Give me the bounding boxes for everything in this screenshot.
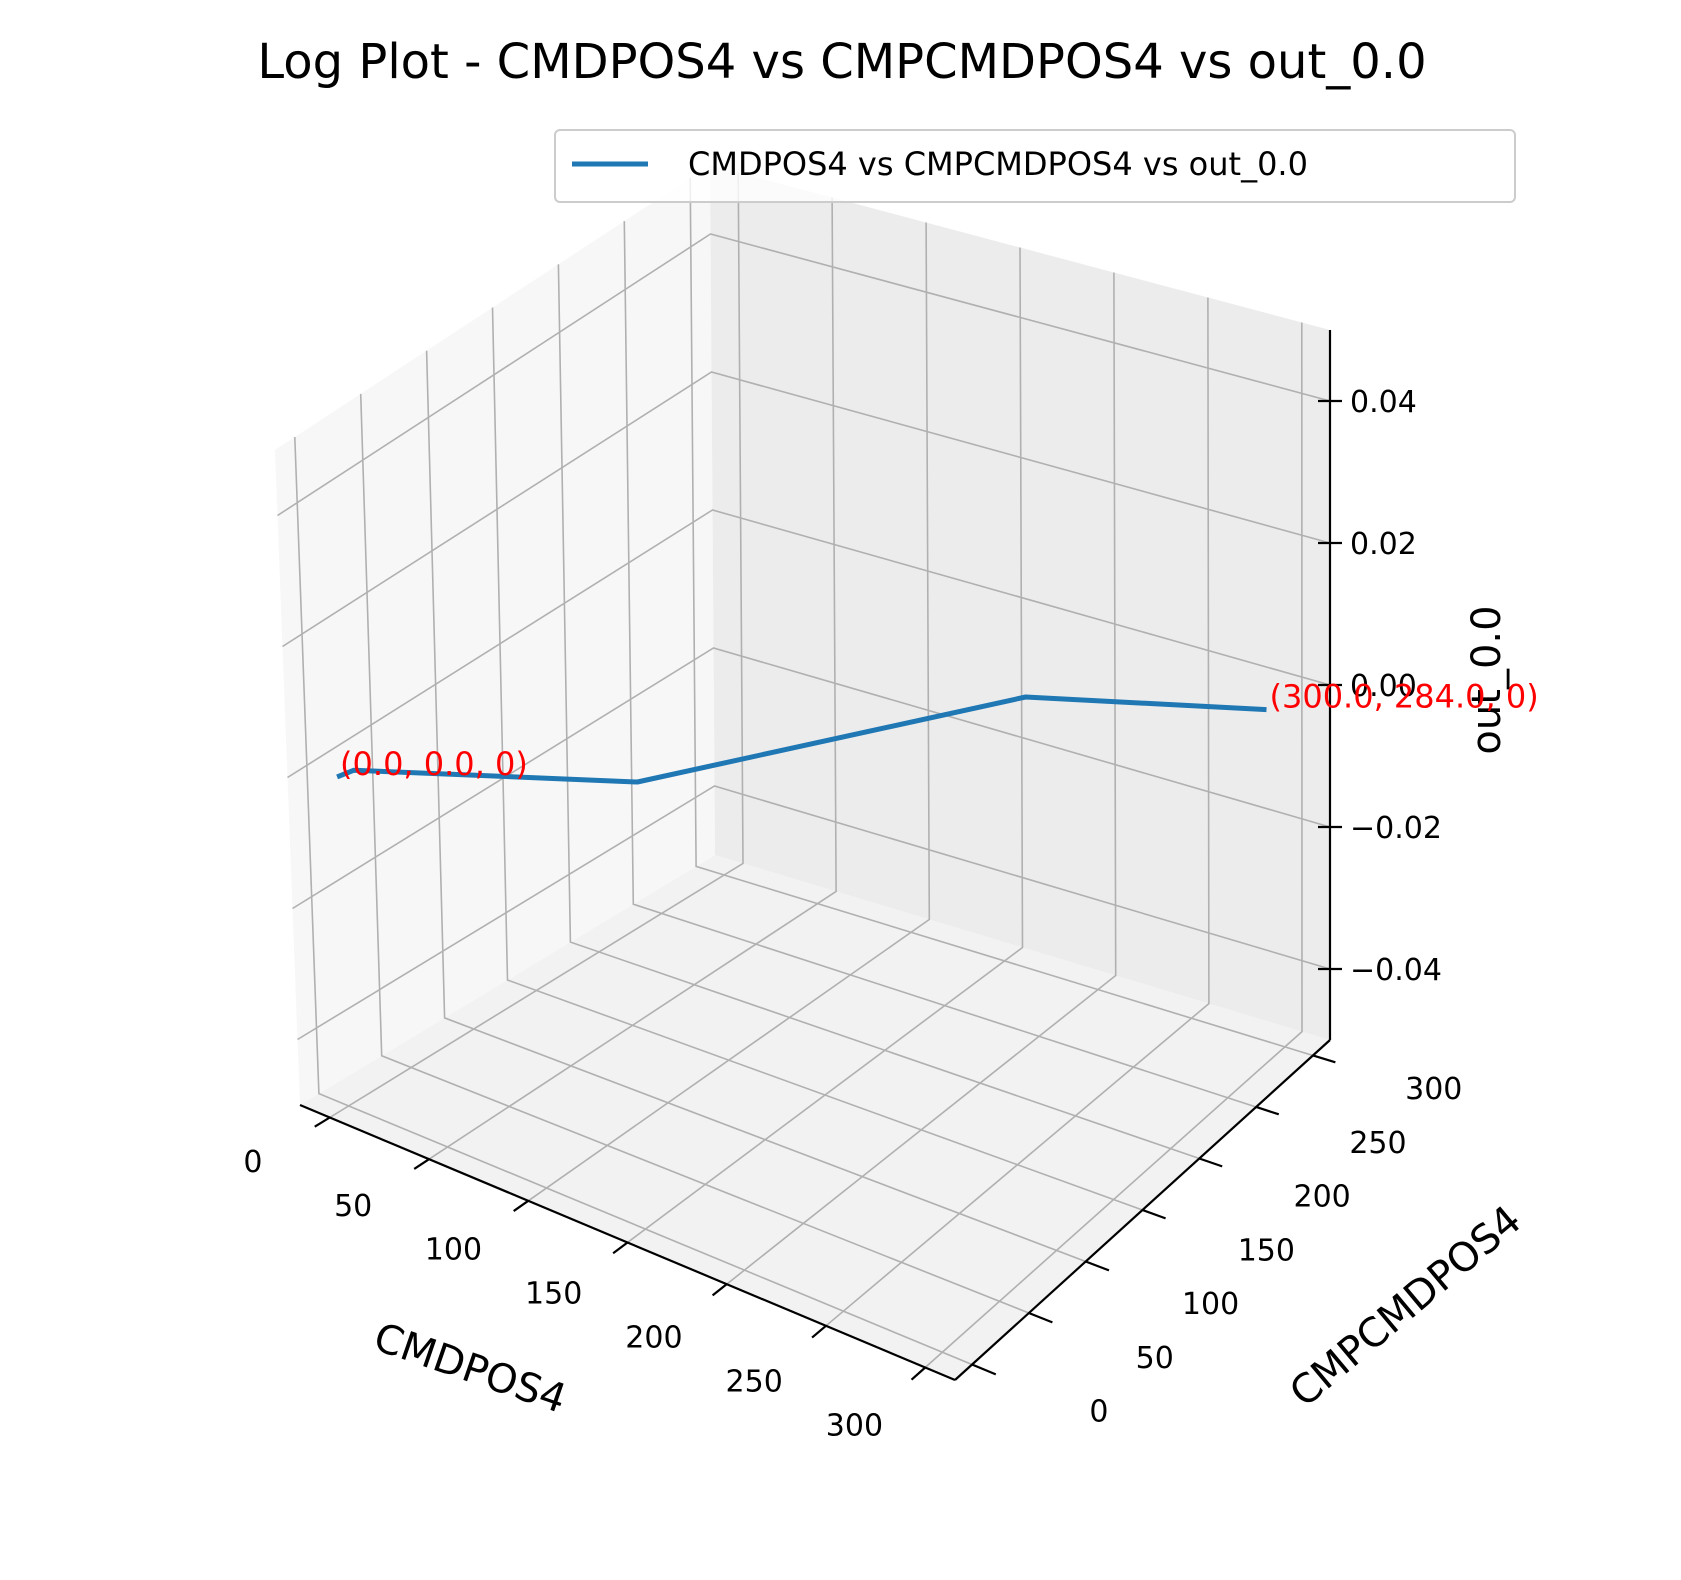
x-tick (910, 1366, 926, 1381)
x-tick-label: 250 (726, 1365, 783, 1400)
point-annotation: (300.0, 284.0, 0) (1269, 678, 1538, 716)
y-tick (1198, 1157, 1223, 1168)
x-tick-label: 100 (425, 1233, 482, 1268)
y-tick (1142, 1208, 1166, 1220)
grid-line-x (924, 322, 1303, 1369)
grid-line-z (292, 647, 1331, 910)
y-tick-label: 150 (1238, 1233, 1295, 1268)
point-annotation: (0.0, 0.0, 0) (340, 745, 528, 783)
grid-line-y (359, 393, 1030, 1314)
grid-line-x (527, 222, 931, 1202)
y-tick-label: 200 (1294, 1180, 1351, 1215)
x-tick-label: 300 (826, 1408, 883, 1443)
x-tick (612, 1241, 629, 1255)
x-tick (811, 1324, 827, 1339)
grid-line-y (425, 350, 1086, 1263)
y-tick-label: 0 (1089, 1395, 1108, 1430)
grid-line-z (297, 785, 1331, 1041)
grid-line-x (329, 172, 744, 1119)
y-tick (1028, 1312, 1053, 1324)
left-wall-pane (275, 165, 715, 1105)
x-tick-label: 0 (243, 1145, 262, 1180)
grid-line-x (726, 272, 1117, 1285)
y-tick (1085, 1260, 1110, 1272)
y-tick-label: 300 (1405, 1072, 1462, 1107)
grid-line-x (428, 197, 837, 1160)
x-tick (513, 1199, 529, 1212)
back-wall-pane (710, 165, 1330, 1040)
grid-line-z (287, 509, 1331, 779)
z-tick-label: 0.04 (1350, 385, 1417, 420)
z-tick-label: −0.04 (1350, 953, 1442, 988)
x-tick (711, 1283, 728, 1297)
y-tick (971, 1363, 997, 1376)
grid-line-y (689, 177, 1314, 1057)
x-tick-label: 150 (525, 1277, 582, 1312)
series-line (336, 694, 1267, 785)
x-tick-label: 200 (625, 1321, 682, 1356)
grid-line-y (294, 436, 973, 1366)
floor-pane (300, 855, 1330, 1380)
grid-line-y (623, 221, 1257, 1108)
y-tick-label: 250 (1349, 1126, 1406, 1161)
y-tick-label: 50 (1136, 1341, 1174, 1376)
z-tick-label: 0.00 (1350, 669, 1417, 704)
grid-line-x (825, 297, 1210, 1327)
x-tick-label: 50 (334, 1189, 372, 1224)
grid-line-y (557, 264, 1200, 1160)
grid-line-z (277, 233, 1331, 517)
grid-line-x (627, 247, 1024, 1244)
z-tick-label: 0.02 (1350, 527, 1417, 562)
grid-line-z (282, 371, 1331, 648)
grid-line-y (491, 307, 1143, 1211)
y-tick (1255, 1105, 1280, 1116)
legend-label: CMDPOS4 vs CMPCMDPOS4 vs out_0.0 (688, 145, 1308, 183)
legend: CMDPOS4 vs CMPCMDPOS4 vs out_0.0 (554, 129, 1516, 203)
z-axis-title: out_0.0 (1464, 605, 1510, 754)
x-tick (314, 1116, 331, 1128)
z-tick-label: −0.02 (1350, 811, 1442, 846)
y-tick-label: 100 (1182, 1287, 1239, 1322)
chart-title: Log Plot - CMDPOS4 vs CMPCMDPOS4 vs out_… (257, 34, 1426, 90)
x-tick (413, 1158, 430, 1170)
y-tick (1312, 1054, 1336, 1064)
